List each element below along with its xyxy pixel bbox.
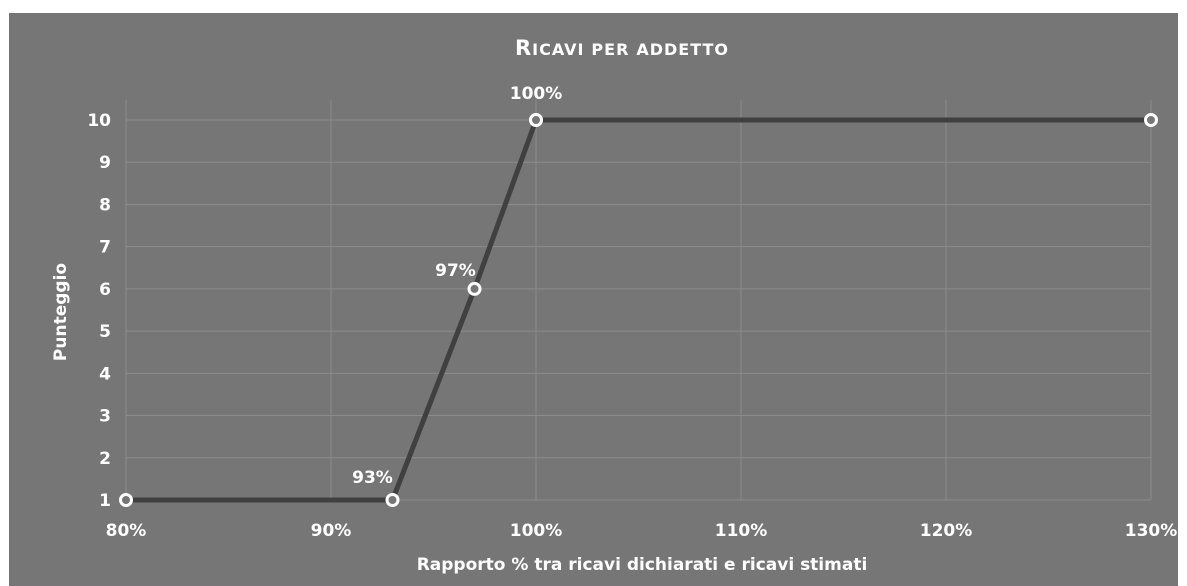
x-tick-label: 100% <box>510 521 563 541</box>
x-axis-title: Rapporto % tra ricavi dichiarati e ricav… <box>417 555 868 575</box>
data-points <box>119 113 1158 507</box>
gridlines <box>125 100 1152 501</box>
x-tick-label: 90% <box>311 521 352 541</box>
y-tick-label: 6 <box>99 280 111 300</box>
y-tick-label: 7 <box>99 238 111 258</box>
y-tick-label: 8 <box>99 195 111 215</box>
y-tick-label: 9 <box>99 153 111 173</box>
chart-area: RICAVI PER ADDETTO 93% 97% 100% 80% 90% 100%… <box>9 13 1178 586</box>
series-line <box>126 117 1151 503</box>
data-point-marker <box>529 113 543 127</box>
x-tick-label: 130% <box>1125 521 1178 541</box>
data-labels: 93% 97% 100% <box>352 84 562 488</box>
x-tick-label: 80% <box>106 521 147 541</box>
line-chart: RICAVI PER ADDETTO 93% 97% 100% 80% 90% 100%… <box>51 36 1178 575</box>
series-polyline <box>126 117 1151 503</box>
x-axis-ticks: 80% 90% 100% 110% 120% 130% <box>106 521 1178 541</box>
x-tick-label: 110% <box>715 521 768 541</box>
y-tick-label: 1 <box>99 491 111 511</box>
data-point-marker <box>467 281 482 296</box>
y-tick-label: 5 <box>99 322 111 342</box>
y-tick-label: 10 <box>87 111 111 131</box>
x-tick-label: 120% <box>920 521 973 541</box>
y-axis-title: Punteggio <box>51 263 71 361</box>
data-point-marker <box>1144 113 1158 127</box>
data-label: 93% <box>352 468 393 488</box>
data-label: 100% <box>510 84 563 104</box>
data-point-marker <box>385 493 400 507</box>
y-tick-label: 3 <box>99 407 111 427</box>
chart-title: RICAVI PER ADDETTO <box>515 36 729 60</box>
y-tick-label: 4 <box>99 364 111 384</box>
y-tick-label: 2 <box>99 449 111 469</box>
data-point-marker <box>119 493 133 507</box>
y-axis-ticks: 1 2 3 4 5 6 7 8 9 10 <box>87 111 111 511</box>
data-label: 97% <box>435 261 476 281</box>
